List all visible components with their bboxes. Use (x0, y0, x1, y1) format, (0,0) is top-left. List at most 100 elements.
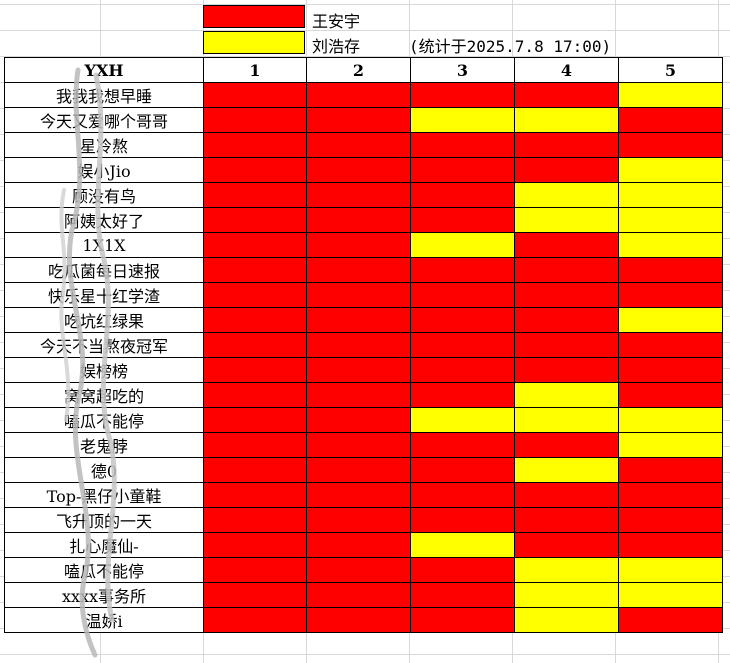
vote-cell[interactable] (514, 332, 619, 358)
vote-cell[interactable] (203, 382, 307, 408)
vote-cell[interactable] (203, 307, 307, 333)
vote-cell[interactable] (618, 532, 723, 558)
vote-cell[interactable] (306, 482, 411, 508)
vote-cell[interactable] (618, 457, 723, 483)
vote-cell[interactable] (618, 157, 723, 183)
row-name-cell[interactable]: 阿姨太好了 (4, 207, 204, 233)
vote-cell[interactable] (618, 382, 723, 408)
vote-cell[interactable] (306, 582, 411, 608)
vote-cell[interactable] (306, 357, 411, 383)
vote-cell[interactable] (514, 532, 619, 558)
vote-cell[interactable] (203, 482, 307, 508)
vote-cell[interactable] (306, 607, 411, 633)
vote-cell[interactable] (203, 182, 307, 208)
column-header[interactable]: 3 (410, 57, 515, 83)
vote-cell[interactable] (203, 532, 307, 558)
vote-cell[interactable] (410, 457, 515, 483)
vote-cell[interactable] (514, 307, 619, 333)
vote-cell[interactable] (514, 557, 619, 583)
row-name-cell[interactable]: 娱榜榜 (4, 357, 204, 383)
row-name-cell[interactable]: 1X1X (4, 232, 204, 258)
row-name-cell[interactable]: 德0 (4, 457, 204, 483)
vote-cell[interactable] (514, 407, 619, 433)
vote-cell[interactable] (203, 132, 307, 158)
vote-cell[interactable] (618, 482, 723, 508)
vote-cell[interactable] (306, 182, 411, 208)
row-name-cell[interactable]: 温娇i (4, 607, 204, 633)
vote-cell[interactable] (203, 407, 307, 433)
row-name-cell[interactable]: 扎心魔仙- (4, 532, 204, 558)
row-name-cell[interactable]: 窝窝超吃的 (4, 382, 204, 408)
vote-cell[interactable] (306, 432, 411, 458)
vote-cell[interactable] (306, 532, 411, 558)
vote-cell[interactable] (203, 257, 307, 283)
vote-cell[interactable] (410, 382, 515, 408)
vote-cell[interactable] (410, 182, 515, 208)
vote-cell[interactable] (618, 257, 723, 283)
vote-cell[interactable] (514, 507, 619, 533)
column-header[interactable]: 1 (203, 57, 307, 83)
row-name-cell[interactable]: 我我我想早睡 (4, 82, 204, 108)
vote-cell[interactable] (410, 257, 515, 283)
vote-cell[interactable] (618, 107, 723, 133)
vote-cell[interactable] (618, 407, 723, 433)
vote-cell[interactable] (306, 232, 411, 258)
vote-cell[interactable] (410, 157, 515, 183)
vote-cell[interactable] (514, 182, 619, 208)
vote-cell[interactable] (306, 457, 411, 483)
vote-cell[interactable] (410, 232, 515, 258)
vote-cell[interactable] (514, 382, 619, 408)
vote-cell[interactable] (514, 607, 619, 633)
vote-cell[interactable] (306, 132, 411, 158)
vote-cell[interactable] (203, 107, 307, 133)
column-header[interactable]: 4 (514, 57, 619, 83)
row-name-cell[interactable]: 快乐星十红学渣 (4, 282, 204, 308)
vote-cell[interactable] (306, 82, 411, 108)
vote-cell[interactable] (203, 157, 307, 183)
vote-cell[interactable] (203, 507, 307, 533)
vote-cell[interactable] (618, 182, 723, 208)
vote-cell[interactable] (203, 82, 307, 108)
vote-cell[interactable] (514, 132, 619, 158)
vote-cell[interactable] (410, 357, 515, 383)
vote-cell[interactable] (410, 407, 515, 433)
row-name-cell[interactable]: 飞升顶的一天 (4, 507, 204, 533)
vote-cell[interactable] (410, 207, 515, 233)
vote-cell[interactable] (514, 457, 619, 483)
row-name-cell[interactable]: Top-黑仔小童鞋 (4, 482, 204, 508)
row-name-cell[interactable]: xxxx事务所 (4, 582, 204, 608)
vote-cell[interactable] (618, 582, 723, 608)
header-label[interactable]: YXH (4, 57, 204, 83)
row-name-cell[interactable]: 吃瓜菌每日速报 (4, 257, 204, 283)
vote-cell[interactable] (410, 282, 515, 308)
vote-cell[interactable] (410, 132, 515, 158)
row-name-cell[interactable]: 嗑瓜不能停 (4, 407, 204, 433)
vote-cell[interactable] (514, 107, 619, 133)
row-name-cell[interactable]: 星冷熬 (4, 132, 204, 158)
vote-cell[interactable] (306, 282, 411, 308)
vote-cell[interactable] (203, 357, 307, 383)
vote-cell[interactable] (203, 207, 307, 233)
vote-cell[interactable] (618, 307, 723, 333)
vote-cell[interactable] (410, 107, 515, 133)
row-name-cell[interactable]: 今天不当熬夜冠军 (4, 332, 204, 358)
vote-cell[interactable] (203, 282, 307, 308)
vote-cell[interactable] (514, 232, 619, 258)
vote-cell[interactable] (410, 607, 515, 633)
vote-cell[interactable] (306, 207, 411, 233)
vote-cell[interactable] (618, 82, 723, 108)
vote-cell[interactable] (203, 332, 307, 358)
vote-cell[interactable] (618, 607, 723, 633)
vote-cell[interactable] (514, 157, 619, 183)
vote-cell[interactable] (203, 432, 307, 458)
vote-cell[interactable] (410, 532, 515, 558)
vote-cell[interactable] (306, 407, 411, 433)
vote-cell[interactable] (618, 357, 723, 383)
vote-cell[interactable] (306, 307, 411, 333)
vote-cell[interactable] (203, 557, 307, 583)
vote-cell[interactable] (514, 582, 619, 608)
row-name-cell[interactable]: 今天又爱哪个哥哥 (4, 107, 204, 133)
row-name-cell[interactable]: 嗑瓜不能停 (4, 557, 204, 583)
vote-cell[interactable] (410, 82, 515, 108)
vote-cell[interactable] (514, 482, 619, 508)
